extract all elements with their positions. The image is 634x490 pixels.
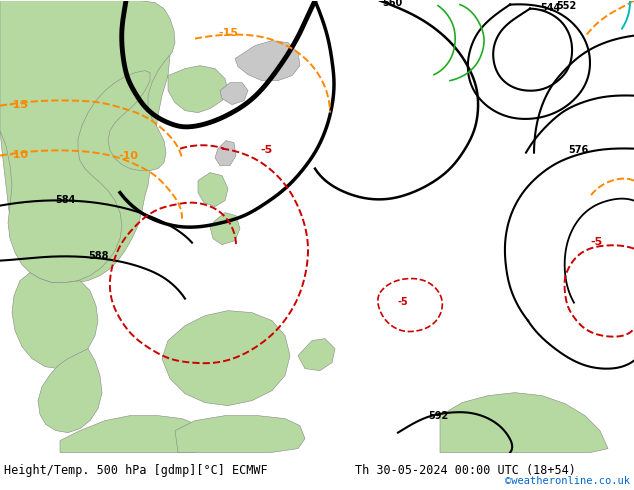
Polygon shape — [175, 416, 305, 453]
Text: 584: 584 — [55, 195, 75, 205]
Text: -5: -5 — [398, 296, 409, 307]
Polygon shape — [168, 66, 228, 113]
Text: 552: 552 — [556, 0, 576, 11]
Text: 592: 592 — [428, 411, 448, 420]
Polygon shape — [60, 416, 210, 453]
Polygon shape — [162, 311, 290, 406]
Text: -15: -15 — [218, 27, 238, 38]
Polygon shape — [38, 348, 102, 433]
Polygon shape — [440, 392, 608, 453]
Text: -10: -10 — [8, 149, 28, 160]
Polygon shape — [298, 339, 335, 370]
Polygon shape — [210, 213, 240, 245]
Polygon shape — [220, 83, 248, 105]
Polygon shape — [235, 41, 300, 81]
Text: -5: -5 — [590, 237, 602, 246]
Text: Height/Temp. 500 hPa [gdmp][°C] ECMWF: Height/Temp. 500 hPa [gdmp][°C] ECMWF — [4, 464, 268, 477]
Text: ©weatheronline.co.uk: ©weatheronline.co.uk — [505, 476, 630, 486]
Polygon shape — [215, 141, 236, 166]
Text: -5: -5 — [260, 145, 272, 155]
Text: -10: -10 — [118, 150, 138, 161]
Polygon shape — [12, 272, 98, 368]
Polygon shape — [198, 172, 228, 207]
Text: 588: 588 — [88, 250, 108, 261]
Text: 576: 576 — [568, 145, 588, 155]
Text: -15: -15 — [8, 99, 28, 110]
Text: Th 30-05-2024 00:00 UTC (18+54): Th 30-05-2024 00:00 UTC (18+54) — [355, 464, 576, 477]
Polygon shape — [0, 0, 175, 283]
Text: 544: 544 — [540, 2, 560, 13]
Polygon shape — [0, 0, 170, 283]
Text: 560: 560 — [382, 0, 402, 8]
